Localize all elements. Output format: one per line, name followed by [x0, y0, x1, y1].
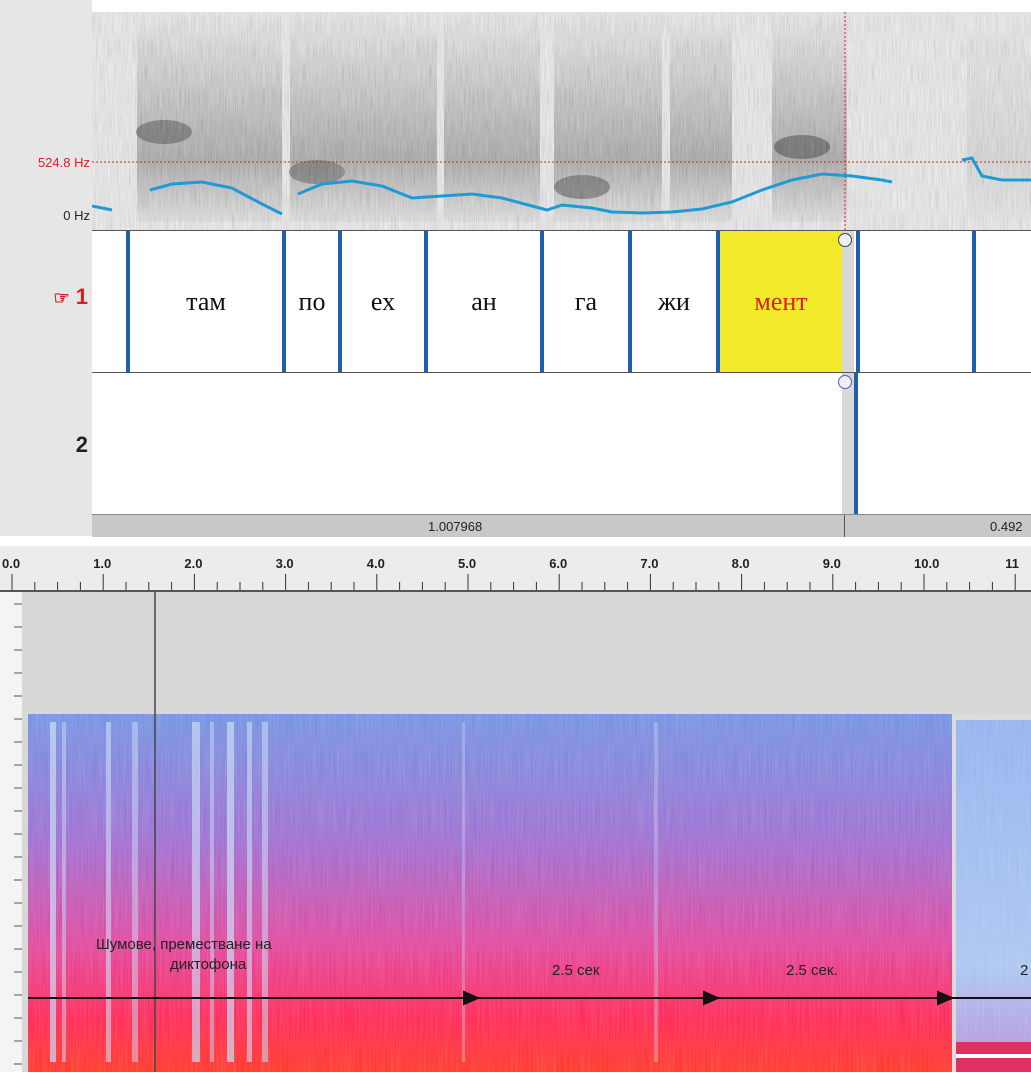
ruler-tick-label: 10.0	[914, 556, 940, 571]
ruler-tick-label: 2.0	[184, 556, 203, 571]
interval-selected[interactable]: мент	[720, 231, 842, 373]
interval-3[interactable]: ех	[370, 287, 396, 316]
vertical-scale	[0, 592, 23, 1072]
segment-label-3: 2	[1020, 962, 1029, 979]
duration-divider	[844, 515, 845, 537]
duration-left: 1.007968	[428, 519, 483, 534]
boundary[interactable]	[126, 231, 130, 373]
tier1-interval-tier[interactable]: там по ех ан га жи мент	[92, 230, 1031, 373]
interval-2[interactable]: по	[298, 287, 326, 316]
segment-label-1: 2.5 сек	[552, 962, 600, 979]
ruler-minor-ticks	[11, 574, 1016, 590]
boundary[interactable]	[338, 231, 342, 373]
ruler-tick-label: 11	[1005, 556, 1019, 571]
ruler-tick-label: 7.0	[640, 556, 659, 571]
frequency-cursor-label: 524.8 Hz	[37, 155, 90, 170]
interval-4[interactable]: ан	[471, 287, 497, 316]
praat-spectrogram[interactable]	[92, 12, 1031, 230]
segment-label-2: 2.5 сек.	[786, 962, 838, 979]
duration-bar[interactable]: 1.007968 0.492	[92, 514, 1031, 537]
ruler-tick-label: 5.0	[458, 556, 477, 571]
interval-1[interactable]: там	[186, 287, 226, 316]
vertical-scale-svg	[14, 603, 22, 1065]
boundary[interactable]	[282, 231, 286, 373]
tier1-label[interactable]: ☞ 1	[53, 284, 88, 309]
praat-label-column	[0, 0, 92, 536]
boundary[interactable]	[972, 231, 976, 373]
annotation-noise-line2: диктофона	[170, 956, 247, 973]
segment-arrows	[28, 990, 1031, 1006]
cursor-circle-icon[interactable]	[838, 375, 852, 389]
spectrogram-band-line	[956, 1054, 1031, 1058]
ruler-tick-label: 1.0	[93, 556, 112, 571]
tier2-label[interactable]: 2	[75, 432, 88, 457]
interval-6[interactable]: жи	[658, 287, 690, 316]
boundary[interactable]	[856, 231, 860, 373]
audacity-spectrogram[interactable]: Шумове, преместване на диктофона 2.5 сек…	[22, 592, 1031, 1072]
cursor-circle-icon[interactable]	[838, 233, 852, 247]
boundary[interactable]	[854, 373, 858, 515]
ruler-tick-label: 9.0	[822, 556, 841, 571]
cursor-drag-handle[interactable]	[842, 373, 854, 515]
praat-spectrogram-svg	[92, 12, 1031, 230]
audacity-spectrogram-svg	[22, 592, 1031, 1072]
vertical-scale-ticks	[14, 603, 22, 1065]
timeline-ruler[interactable]: 0.0 1.0 2.0 3.0 4.0 5.0 6.0 7.0 8.0 9.0 10.0 11	[0, 546, 1031, 592]
hand-pointer-icon: ☞	[53, 288, 70, 308]
ruler-tick-label: 3.0	[275, 556, 294, 571]
annotation-noise-line1: Шумове, преместване на	[96, 936, 272, 953]
boundary[interactable]	[540, 231, 544, 373]
ruler-tick-label: 8.0	[731, 556, 750, 571]
ruler-tick-label: 6.0	[549, 556, 568, 571]
pitch-contour	[92, 156, 1031, 216]
cursor-drag-handle[interactable]	[842, 231, 854, 373]
ruler-ticks-svg	[11, 574, 1016, 590]
ruler-tick-label: 4.0	[366, 556, 385, 571]
spectrogram-texture	[28, 714, 1031, 1072]
spectrogram-noise	[92, 12, 1031, 230]
zero-hz-label: 0 Hz	[63, 208, 90, 223]
boundary[interactable]	[628, 231, 632, 373]
interval-5[interactable]: га	[574, 287, 598, 316]
boundary[interactable]	[716, 231, 720, 373]
duration-right: 0.492	[990, 519, 1023, 534]
tier2-interval-tier[interactable]	[92, 372, 1031, 515]
ruler-tick-label: 0.0	[2, 556, 21, 571]
boundary[interactable]	[424, 231, 428, 373]
